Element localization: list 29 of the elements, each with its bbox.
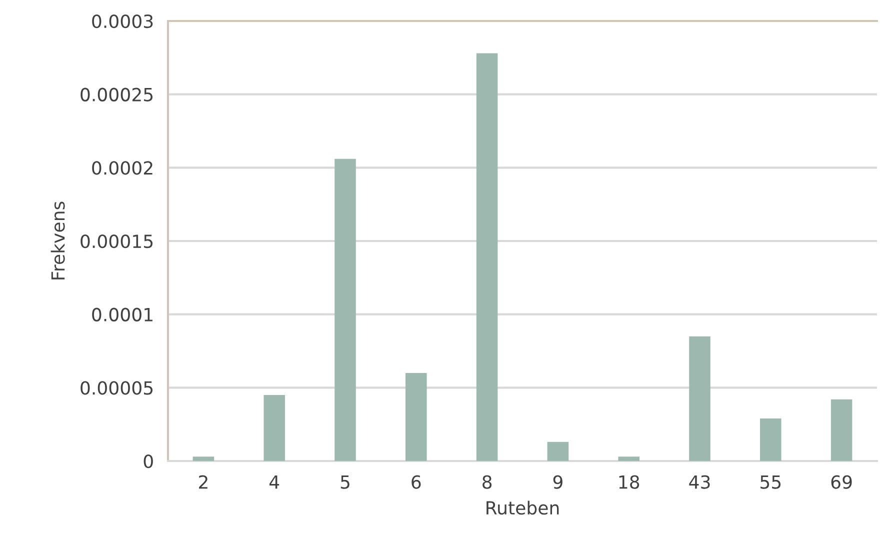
x-tick-label: 18: [619, 475, 640, 489]
bar: [264, 395, 285, 461]
bar: [476, 53, 498, 461]
y-tick-label: 0.00025: [80, 88, 153, 102]
x-tick-label: 9: [553, 475, 562, 489]
x-tick-label: 69: [831, 475, 852, 489]
x-tick-label: 43: [689, 475, 710, 489]
x-tick-label: 55: [760, 475, 781, 489]
bar: [830, 399, 852, 461]
bar: [192, 456, 214, 461]
bar: [689, 336, 710, 461]
y-tick-label: 0.00015: [80, 234, 153, 248]
x-tick-label: 4: [269, 475, 280, 489]
x-tick-label: 6: [412, 475, 421, 489]
y-tick-label: 0.0001: [92, 308, 152, 322]
bar: [760, 418, 782, 461]
y-tick-label: 0.0003: [92, 14, 153, 28]
y-tick-label: 0: [144, 454, 153, 468]
bar: [406, 373, 427, 461]
x-axis-title: Ruteben: [486, 500, 559, 515]
bar: [334, 158, 356, 461]
y-tick-label: 0.0002: [92, 161, 152, 175]
y-axis-title: Frekvens: [50, 202, 65, 280]
x-tick-label: 5: [340, 475, 350, 489]
x-tick-label: 2: [199, 475, 208, 489]
y-tick-label: 0.00005: [80, 381, 153, 395]
bar: [547, 442, 569, 461]
bar: [618, 456, 640, 461]
x-tick-label: 8: [482, 475, 492, 489]
